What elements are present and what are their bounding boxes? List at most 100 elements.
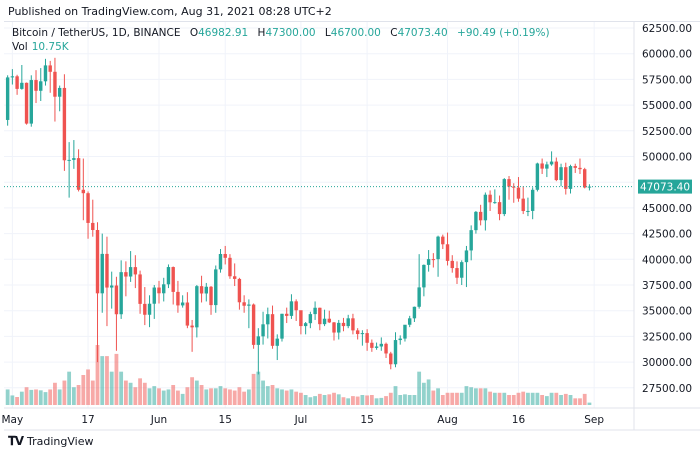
- volume-bar: [303, 395, 308, 405]
- symbol-title: Bitcoin / TetherUS, 1D, BINANCE: [12, 27, 181, 39]
- candle-body: [237, 278, 242, 303]
- candle-body: [67, 159, 71, 161]
- candle-body: [355, 330, 360, 335]
- candle-body: [280, 313, 284, 339]
- volume-bar: [355, 396, 360, 405]
- volume-bar: [199, 385, 204, 405]
- volume-bar: [62, 380, 67, 405]
- volume-bar: [412, 395, 417, 405]
- volume-bar: [421, 382, 426, 405]
- tradingview-brand[interactable]: 𝐓V TradingView: [8, 434, 93, 449]
- volume-bar: [19, 391, 24, 405]
- volume-bar: [403, 394, 407, 405]
- candle-body: [351, 318, 355, 331]
- volume-bar: [327, 394, 332, 405]
- price-tick-label: 62500.00: [642, 23, 692, 35]
- candle-body: [294, 301, 298, 311]
- volume-legend: Vol 10.75K: [12, 41, 69, 53]
- candle-body: [15, 76, 19, 89]
- price-tick-label: 52500.00: [642, 126, 692, 138]
- volume-bar: [256, 371, 261, 405]
- volume-bar: [123, 380, 128, 405]
- brand-name: TradingView: [27, 435, 94, 448]
- volume-bar: [313, 396, 317, 405]
- volume-bar: [379, 397, 384, 405]
- volume-bar: [109, 371, 114, 405]
- candle-body: [308, 314, 313, 324]
- volume-bar: [336, 394, 341, 405]
- candle-body: [157, 287, 161, 294]
- candle-body: [251, 304, 256, 345]
- volume-bar: [530, 392, 535, 405]
- date-tick-label: 16: [512, 414, 526, 426]
- candle-body: [256, 336, 261, 345]
- volume-bar: [497, 392, 502, 405]
- volume-bar: [29, 389, 34, 405]
- volume-bar: [218, 386, 223, 405]
- candle-body: [455, 268, 459, 278]
- volume-bar: [516, 392, 521, 405]
- candle-body: [214, 269, 218, 306]
- volume-bar: [526, 392, 530, 405]
- volume-bar: [176, 390, 180, 405]
- volume-bar: [469, 387, 474, 405]
- candle-body: [209, 286, 213, 306]
- price-tick-label: 42500.00: [642, 229, 692, 241]
- volume-bar: [341, 397, 346, 405]
- candle-body: [313, 307, 317, 315]
- candle-body: [76, 158, 81, 190]
- candle-body: [564, 167, 568, 189]
- volume-bar: [223, 388, 228, 405]
- volume-bar: [71, 387, 76, 405]
- volume-bar: [322, 395, 327, 405]
- candle-body: [29, 80, 33, 124]
- volume-bar: [114, 353, 119, 405]
- candle-body: [554, 161, 559, 181]
- candle-body: [464, 250, 469, 263]
- candle-body: [407, 318, 412, 325]
- candle-body: [573, 166, 577, 168]
- candle-body: [24, 82, 29, 124]
- candle-body: [389, 353, 393, 365]
- candle-body: [549, 161, 554, 165]
- volume-bar: [133, 387, 138, 405]
- volume-bar: [521, 391, 526, 405]
- candle-body: [289, 301, 294, 316]
- candle-body: [374, 346, 379, 348]
- candle-body: [332, 322, 336, 333]
- candle-body: [105, 253, 109, 288]
- volume-bar: [426, 379, 431, 405]
- candle-body: [583, 169, 587, 188]
- volume-bar: [459, 392, 464, 405]
- volume-bar: [105, 356, 109, 405]
- volume-bar: [53, 382, 57, 405]
- candle-body: [521, 198, 525, 212]
- candle-body: [346, 318, 350, 327]
- volume-bar: [455, 392, 459, 405]
- candle-body: [10, 76, 15, 78]
- candle-body: [460, 262, 464, 278]
- candle-body: [587, 186, 592, 188]
- volume-bar: [351, 396, 355, 405]
- candle-body: [412, 306, 417, 319]
- candle-body: [545, 164, 549, 169]
- candle-body: [39, 81, 43, 91]
- last-price-label: 47073.40: [640, 182, 690, 194]
- volume-bar: [228, 389, 232, 405]
- volume-bar: [194, 380, 199, 405]
- price-tick-label: 40000.00: [642, 254, 692, 266]
- candle-body: [91, 222, 95, 231]
- candle-body: [322, 318, 327, 325]
- candle-body: [176, 291, 180, 306]
- volume-bar: [280, 389, 284, 405]
- volume-bar: [374, 398, 379, 405]
- volume-bar: [48, 389, 53, 405]
- volume-bar: [142, 382, 147, 405]
- volume-bar: [185, 387, 190, 405]
- volume-bar: [76, 385, 81, 405]
- volume-bar: [86, 369, 90, 405]
- volume-bar: [284, 390, 289, 405]
- volume-bar: [507, 395, 511, 405]
- price-tick-label: 60000.00: [642, 49, 692, 61]
